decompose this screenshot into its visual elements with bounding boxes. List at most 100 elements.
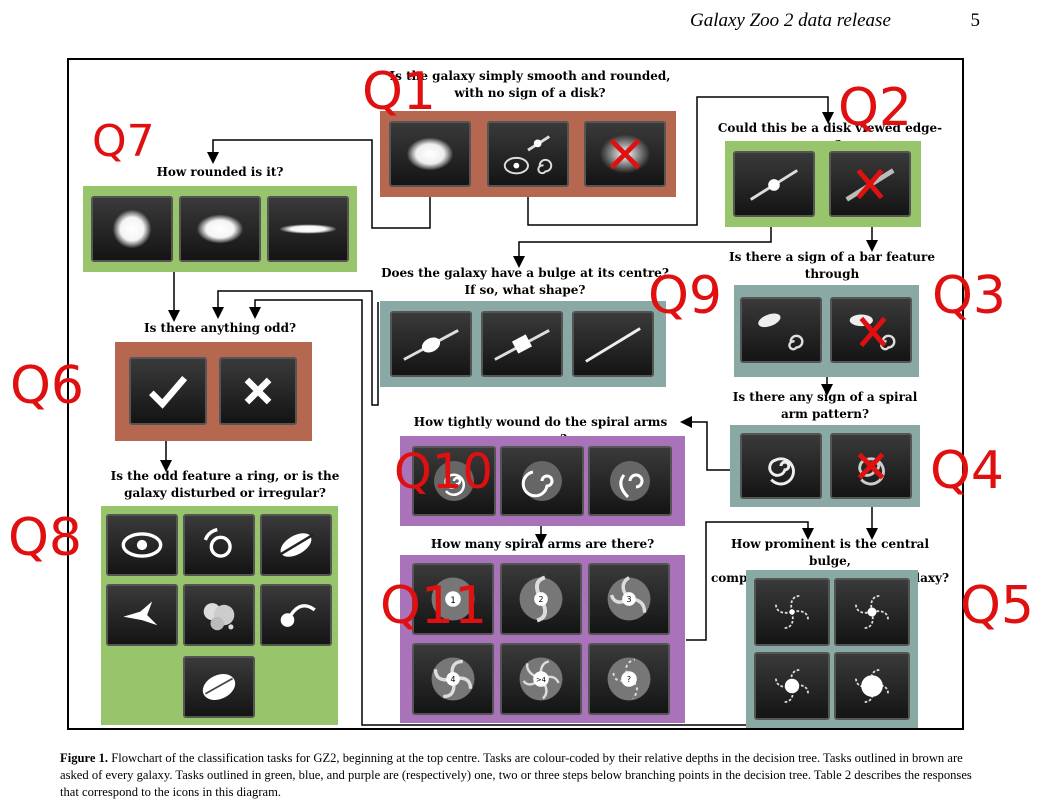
question-q8: Is the odd feature a ring, or is the gal…: [110, 469, 340, 500]
figure-caption: Figure 1. Flowchart of the classificatio…: [60, 750, 972, 801]
tight-arms-tile[interactable]: [412, 446, 496, 516]
faint-bulge-spiral-icon: [774, 594, 810, 630]
task-q6-box: [115, 342, 312, 441]
odd-yes-tile[interactable]: [129, 357, 207, 425]
lens-arc-icon: [203, 528, 232, 558]
arm-count-label: 1: [450, 596, 456, 606]
arms-3-tile[interactable]: 3: [588, 563, 670, 635]
arms-1-tile[interactable]: 1: [412, 563, 494, 635]
arms-cant-tell-tile[interactable]: ?: [588, 643, 670, 715]
task-q9-box: [380, 301, 666, 387]
spiral-yes-tile[interactable]: [740, 433, 822, 499]
edge-on-disk-icon: [749, 169, 799, 201]
merger-tile[interactable]: [183, 656, 255, 718]
obvious-bulge-tile[interactable]: [754, 652, 830, 720]
three-arm-icon: 3: [607, 576, 651, 621]
task-q5-box: [746, 570, 918, 728]
many-arm-icon: >4: [519, 657, 563, 701]
annotation-q1: Q1: [362, 62, 437, 122]
arm-count-label: 3: [627, 595, 632, 604]
tidal-tail-icon: [280, 604, 316, 627]
lens-arc-tile[interactable]: [183, 514, 255, 576]
question-q11: How many spiral arms are there?: [430, 537, 655, 551]
bar-no-icon: [849, 314, 896, 351]
spiral-no-tile[interactable]: [830, 433, 912, 499]
task-q3-box: [734, 285, 919, 377]
medium-bulge-spiral-icon: [774, 668, 810, 704]
arms-4-tile[interactable]: 4: [412, 643, 494, 715]
annotation-q8: Q8: [8, 508, 83, 568]
features-disk-icon: [503, 135, 553, 175]
arm-count-label: ?: [627, 675, 631, 684]
annotation-q2: Q2: [838, 78, 913, 138]
cigar-shaped-tile[interactable]: [267, 196, 349, 262]
small-bulge-spiral-icon: [854, 594, 890, 630]
task-q10-box: [400, 436, 685, 526]
no-bulge-icon: [585, 327, 641, 363]
barred-spiral-icon: [758, 313, 804, 351]
just-noticeable-tile[interactable]: [834, 578, 910, 646]
features-disk-tile[interactable]: [487, 121, 569, 187]
large-bulge-spiral-icon: [854, 668, 890, 704]
task-q1-box: [380, 111, 676, 197]
annotation-q6: Q6: [10, 356, 85, 416]
loose-arms-tile[interactable]: [588, 446, 672, 516]
bar-no-tile[interactable]: [830, 297, 912, 363]
four-arm-icon: 4: [431, 657, 475, 701]
annotation-q4: Q4: [930, 441, 1005, 501]
dust-lane-tile[interactable]: [260, 514, 332, 576]
smooth-tile[interactable]: [389, 121, 471, 187]
arm-count-label: 4: [451, 675, 456, 684]
rounded-bulge-icon: [403, 329, 459, 361]
running-header: Galaxy Zoo 2 data release 5: [690, 10, 980, 32]
rounded-bulge-tile[interactable]: [390, 311, 472, 377]
edge-on-no-icon: [845, 168, 895, 202]
dominant-bulge-tile[interactable]: [834, 652, 910, 720]
task-q2-box: [725, 141, 921, 227]
cross-icon: [244, 377, 272, 405]
oval-galaxy-icon: [196, 214, 244, 244]
round-galaxy-icon: [112, 209, 152, 249]
arm-count-label: 2: [539, 595, 544, 604]
arms-more-than-4-tile[interactable]: >4: [500, 643, 582, 715]
edge-on-yes-tile[interactable]: [733, 151, 815, 217]
star-artifact-icon: [599, 134, 651, 174]
annotation-q9: Q9: [648, 266, 723, 326]
annotation-q11: Q11: [380, 576, 488, 636]
ring-tile[interactable]: [106, 514, 178, 576]
cigar-galaxy-icon: [278, 224, 338, 234]
in-between-tile[interactable]: [179, 196, 261, 262]
question-q1: Is the galaxy simply smooth and rounded,…: [389, 69, 671, 100]
medium-arms-tile[interactable]: [500, 446, 584, 516]
arms-2-tile[interactable]: 2: [500, 563, 582, 635]
disturbed-icon: [123, 601, 158, 626]
no-bulge-prominence-tile[interactable]: [754, 578, 830, 646]
caption-text: Flowchart of the classification tasks fo…: [60, 751, 972, 799]
loose-spiral-icon: [610, 461, 650, 501]
bar-yes-tile[interactable]: [740, 297, 822, 363]
question-q4: Is there any sign of a spiral arm patter…: [732, 390, 918, 421]
disturbed-tile[interactable]: [106, 584, 178, 646]
one-arm-icon: 1: [431, 577, 475, 621]
irregular-tile[interactable]: [183, 584, 255, 646]
completely-round-tile[interactable]: [91, 196, 173, 262]
merger-icon: [202, 674, 236, 700]
no-bulge-tile[interactable]: [572, 311, 654, 377]
smooth-galaxy-icon: [406, 137, 454, 171]
question-q7: How rounded is it?: [156, 165, 284, 179]
medium-spiral-icon: [521, 461, 562, 501]
flowchart-frame: [67, 58, 964, 730]
odd-no-tile[interactable]: [219, 357, 297, 425]
star-artifact-tile[interactable]: [584, 121, 666, 187]
spiral-no-icon: [857, 452, 885, 486]
annotation-q3: Q3: [932, 266, 1007, 326]
annotation-q10: Q10: [394, 444, 493, 500]
task-q7-box: [83, 186, 357, 272]
other-tile[interactable]: [260, 584, 332, 646]
edge-on-no-tile[interactable]: [829, 151, 911, 217]
irregular-icon: [203, 603, 235, 631]
boxy-bulge-tile[interactable]: [481, 311, 563, 377]
checkmark-icon: [149, 375, 188, 409]
ring-icon: [121, 532, 163, 558]
boxy-bulge-icon: [494, 329, 550, 361]
